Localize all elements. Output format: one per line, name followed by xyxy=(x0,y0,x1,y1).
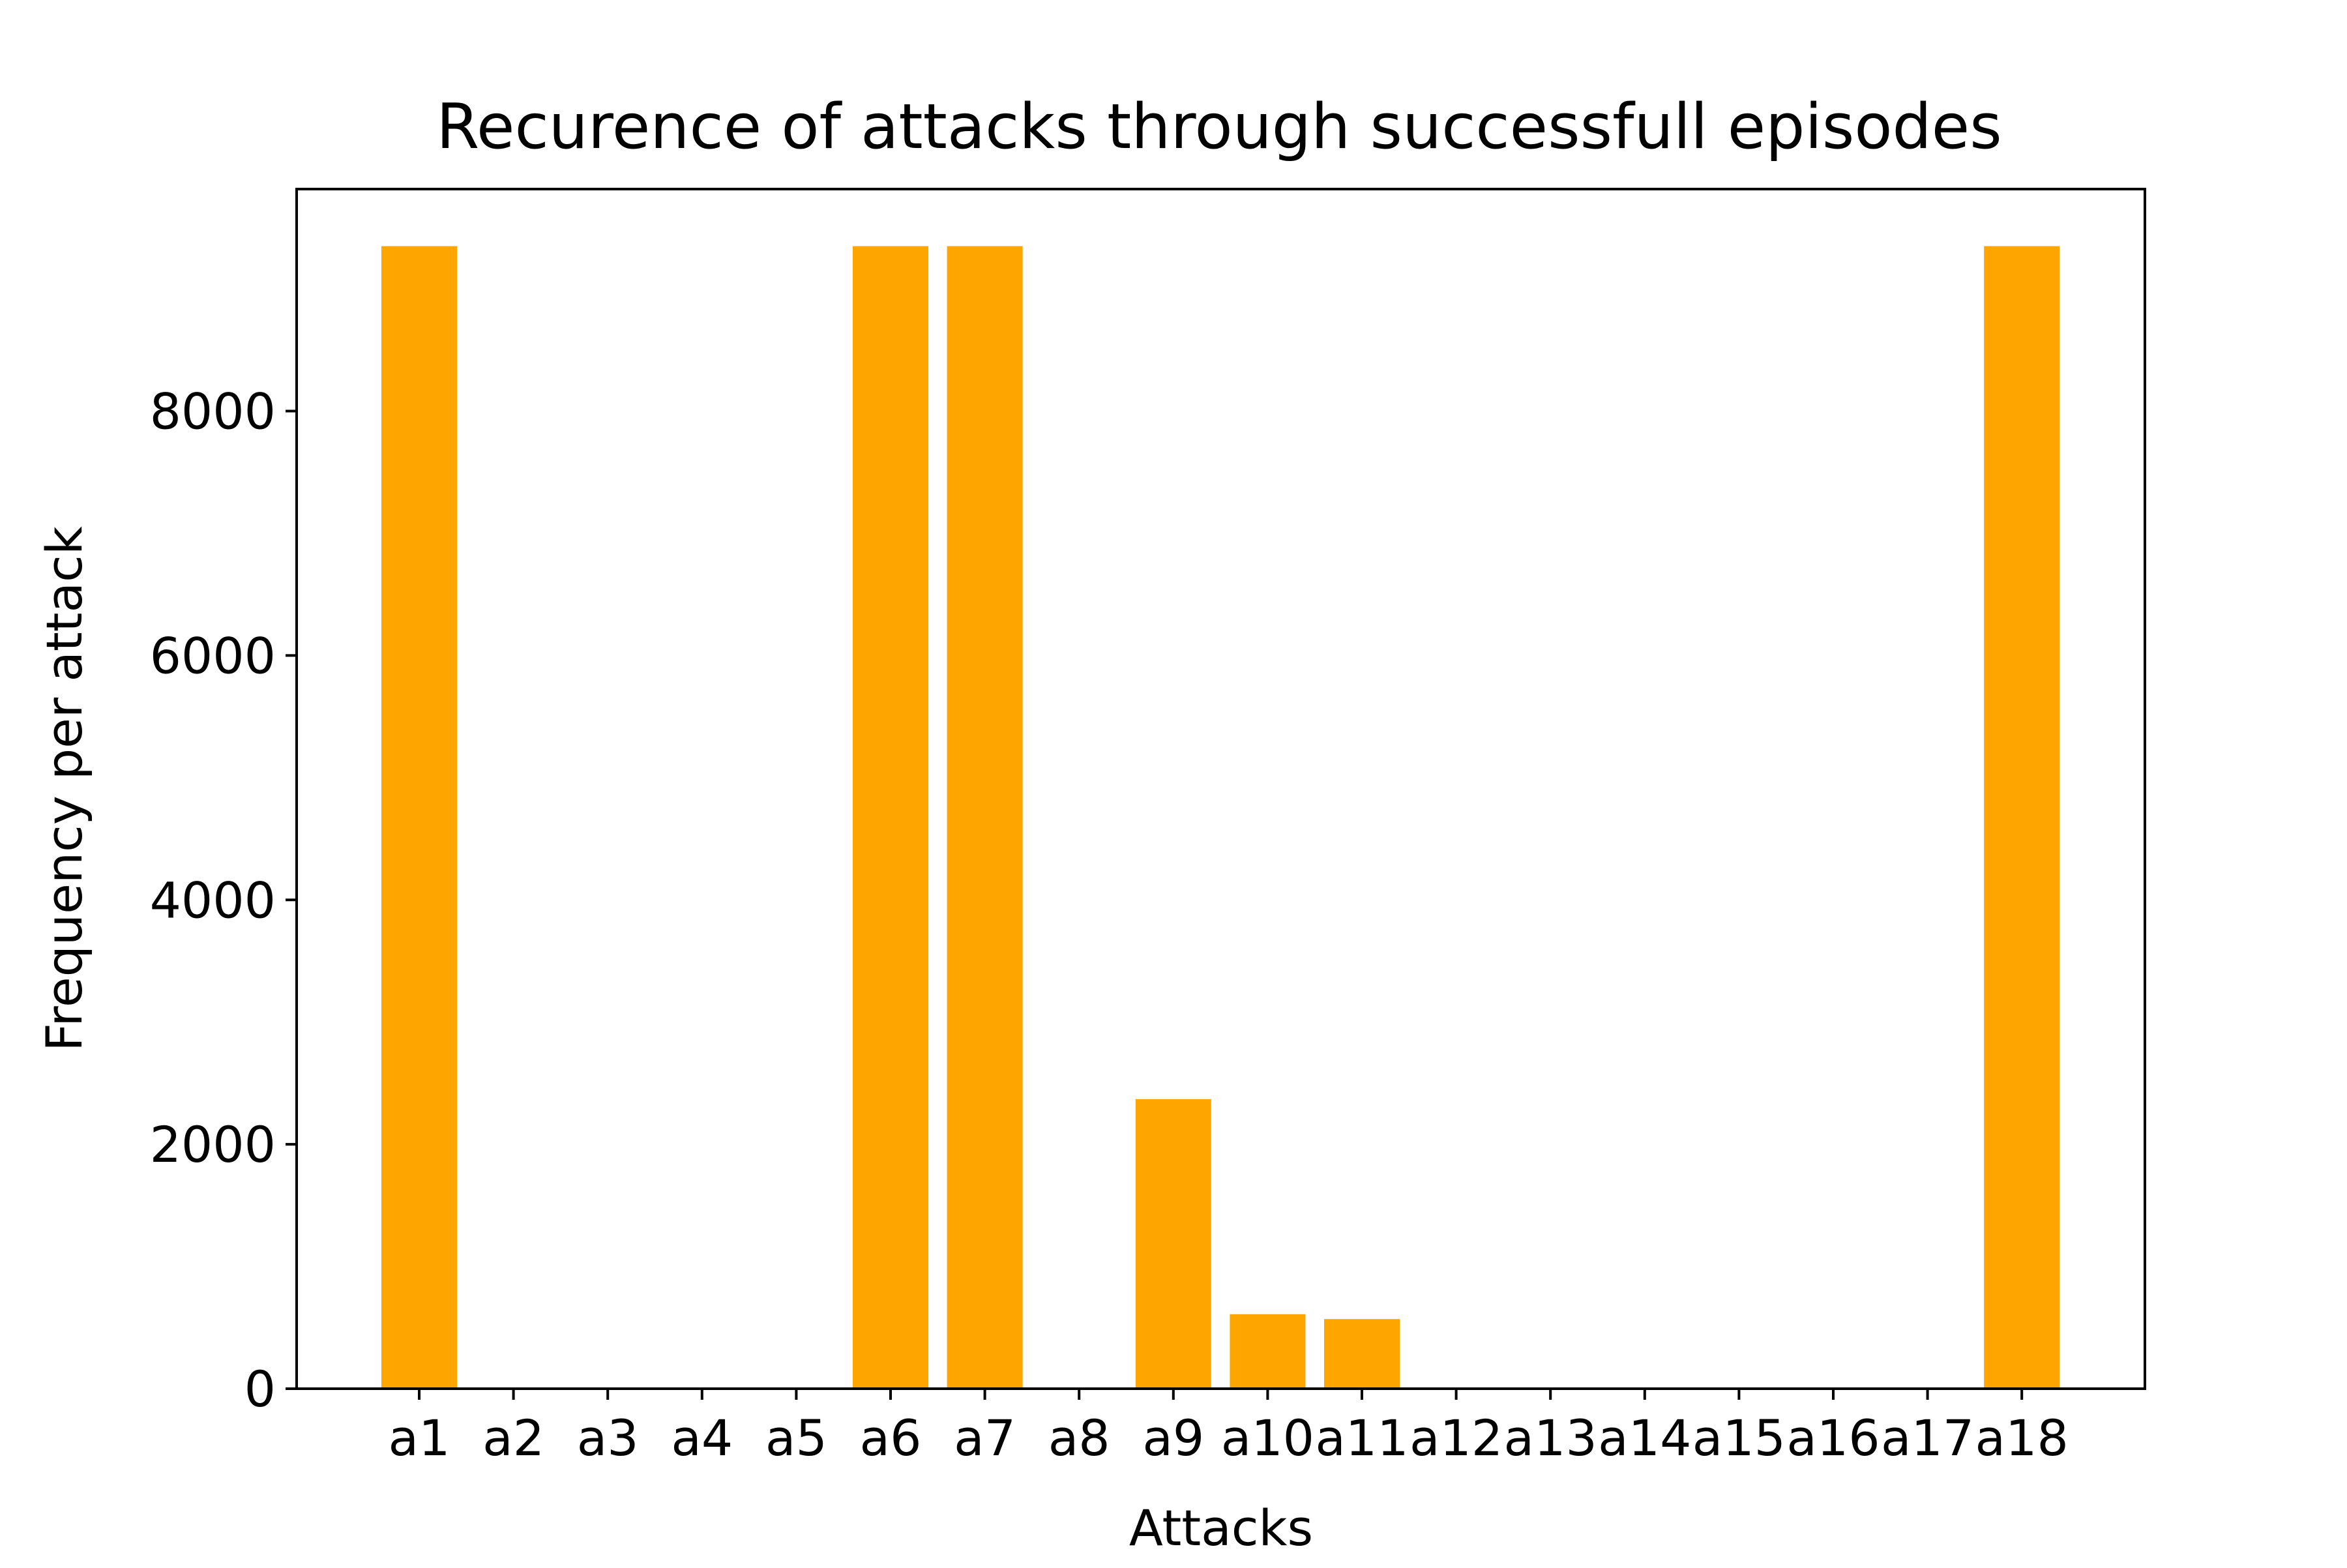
x-tick-label-a14: a14 xyxy=(1598,1409,1691,1467)
bars-layer xyxy=(381,246,2060,1389)
x-tick-label-a3: a3 xyxy=(577,1409,639,1467)
x-tick-label-a12: a12 xyxy=(1410,1409,1503,1467)
bar-a6 xyxy=(853,246,928,1389)
x-tick-label-a15: a15 xyxy=(1692,1409,1786,1467)
y-tick-label-8000: 8000 xyxy=(150,383,276,441)
x-tick-label-a16: a16 xyxy=(1786,1409,1880,1467)
x-tick-label-a4: a4 xyxy=(671,1409,733,1467)
x-tick-label-a11: a11 xyxy=(1315,1409,1408,1467)
x-tick-label-a9: a9 xyxy=(1142,1409,1204,1467)
x-tick-label-a10: a10 xyxy=(1221,1409,1314,1467)
x-tick-label-a8: a8 xyxy=(1048,1409,1110,1467)
y-tick-label-4000: 4000 xyxy=(150,871,276,929)
x-tick-label-a7: a7 xyxy=(954,1409,1016,1467)
x-tick-label-a6: a6 xyxy=(860,1409,922,1467)
x-axis-label: Attacks xyxy=(1129,1499,1313,1557)
y-axis-label: Frequency per attack xyxy=(35,526,93,1052)
x-tick-label-a5: a5 xyxy=(765,1409,827,1467)
bar-a10 xyxy=(1230,1314,1306,1389)
bar-a18 xyxy=(1984,246,2060,1389)
chart-title: Recurence of attacks through successfull… xyxy=(436,91,2002,163)
y-tick-label-0: 0 xyxy=(244,1360,276,1418)
x-tick-label-a13: a13 xyxy=(1504,1409,1597,1467)
y-tick-label-6000: 6000 xyxy=(150,627,276,685)
plot-frame xyxy=(295,188,2146,1390)
bar-a1 xyxy=(381,246,457,1389)
x-tick-label-a17: a17 xyxy=(1881,1409,1974,1467)
x-axis-ticks: a1 a2 a3 a4 a5 a6 a7 a8 a9 a10 a11 a12 a13 a14 a15 a16 a… xyxy=(389,1389,2069,1467)
bar-a9 xyxy=(1135,1099,1211,1389)
x-tick-label-a1: a1 xyxy=(389,1409,450,1467)
y-tick-label-2000: 2000 xyxy=(150,1116,276,1174)
bar-a11 xyxy=(1324,1319,1400,1389)
x-tick-label-a18: a18 xyxy=(1975,1409,2069,1467)
y-axis-ticks: 0 2000 4000 6000 8000 xyxy=(150,383,297,1418)
bar-a7 xyxy=(947,246,1023,1389)
x-tick-label-a2: a2 xyxy=(482,1409,544,1467)
